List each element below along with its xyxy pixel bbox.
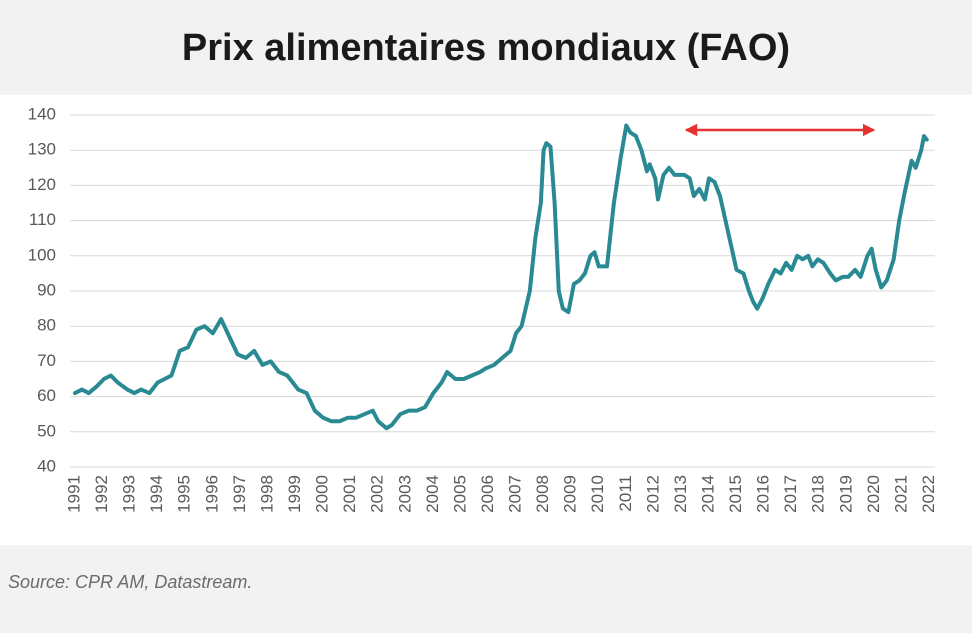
x-tick-label: 2002 [368,475,387,513]
x-tick-label: 2003 [395,475,414,513]
x-tick-label: 2006 [478,475,497,513]
y-tick-label: 110 [29,210,56,229]
marks [73,123,929,431]
y-tick-label: 90 [37,280,56,299]
x-tick-label: 1992 [92,475,111,513]
x-tick-label: 1997 [230,475,249,513]
y-tick-label: 70 [37,351,56,370]
x-tick-label: 2008 [533,475,552,513]
x-tick-label: 2001 [340,475,359,513]
x-tick-label: 2021 [891,475,910,513]
x-tick-label: 2016 [754,475,773,513]
x-tick-label: 1998 [257,475,276,513]
x-tick-label: 2009 [561,475,580,513]
x-tick-label: 2000 [313,475,332,513]
x-tick-label: 2010 [588,475,607,513]
x-tick-label: 2014 [698,475,717,513]
x-tick-label: 2019 [836,475,855,513]
x-tick-label: 2007 [506,475,525,513]
x-tick-label: 2012 [643,475,662,513]
x-tick-label: 1996 [202,475,221,513]
x-tick-label: 2022 [919,475,938,513]
data-line [73,123,929,431]
x-tick-label: 2005 [450,475,469,513]
x-tick-label: 2018 [809,475,828,513]
x-tick-label: 1995 [175,475,194,513]
x-tick-label: 2004 [423,475,442,513]
x-tick-label: 2017 [781,475,800,513]
x-tick-label: 2015 [726,475,745,513]
y-tick-label: 80 [37,316,56,335]
y-tick-label: 60 [37,386,56,405]
x-tick-label: 2013 [671,475,690,513]
x-tick-label: 1991 [64,475,83,513]
x-tick-label: 1993 [120,475,139,513]
y-tick-label: 140 [28,104,56,123]
source: Source: CPR AM, Datastream. [8,572,252,592]
y-tick-label: 40 [37,456,56,475]
grid [70,114,935,468]
x-tick-label: 1994 [147,475,166,513]
plot-background [0,95,972,545]
x-tick-label: 2020 [864,475,883,513]
chart-title: Prix alimentaires mondiaux (FAO) [182,27,790,69]
x-tick-label: 2011 [616,475,635,512]
y-tick-label: 130 [28,140,56,159]
x-tick-label: 1999 [285,475,304,513]
y-tick-label: 100 [28,245,56,264]
y-tick-label: 120 [28,175,56,194]
y-tick-label: 50 [37,421,56,440]
ticks: 40 50 60 70 80 90 100 110 120 130 140 1991 1992 1993 1… [28,104,938,512]
